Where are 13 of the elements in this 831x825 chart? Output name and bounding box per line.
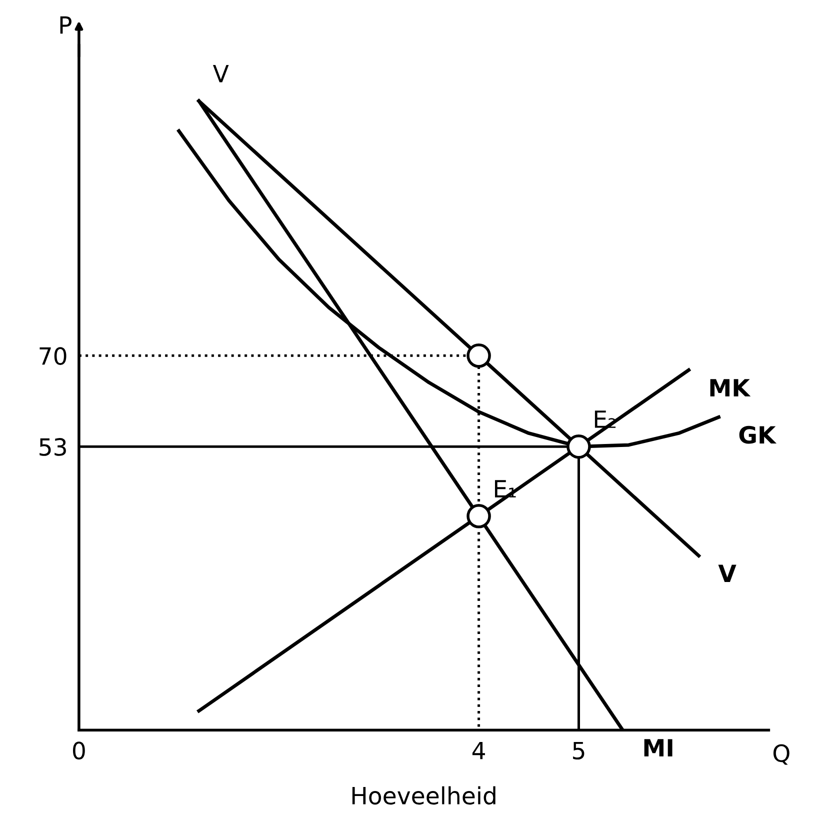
series-label: MK [710,379,751,396]
y-axis-title: P [60,16,72,34]
x-tick-label: 5 [573,742,584,760]
series-label: V [718,564,736,582]
series-label: GK [739,426,777,444]
text: Q [773,744,790,765]
series-label: MI [644,739,672,756]
x-tick-label: 0 [72,742,85,760]
y-tick-label: 70 [40,347,66,365]
y-tick-label: 53 [40,438,66,456]
x-tick-label: 4 [472,742,485,760]
x-axis-title: Hoeveelheid [352,786,496,805]
annotation: V [212,65,229,82]
